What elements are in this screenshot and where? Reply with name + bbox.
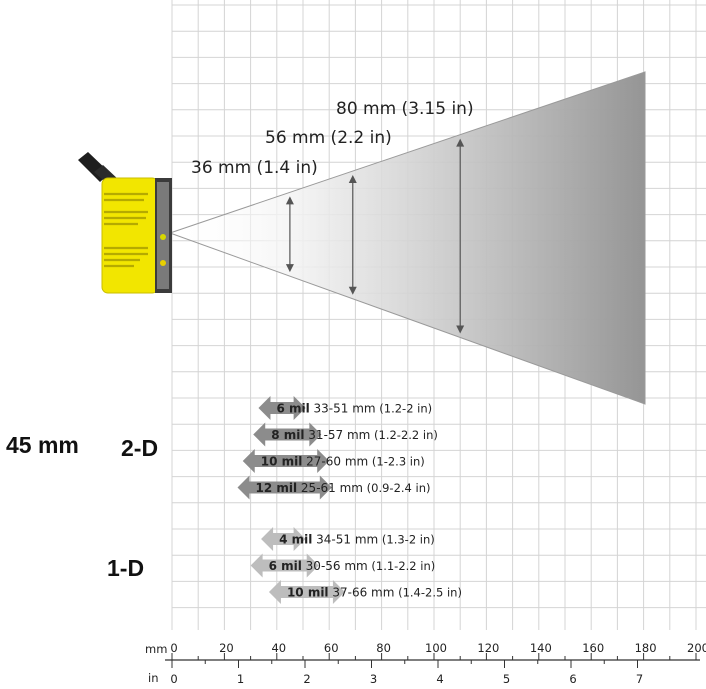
in-tick-label: 6 <box>569 672 576 686</box>
mm-tick-label: 180 <box>635 641 657 655</box>
range-label: 10 mil 27-60 mm (1-2.3 in) <box>261 455 425 469</box>
range-arrow <box>258 396 306 420</box>
in-tick-label: 1 <box>237 672 244 686</box>
range-rows-2d: 6 mil 33-51 mm (1.2-2 in) 8 mil 31-57 mm … <box>237 396 438 500</box>
fov-arrow-3 <box>456 138 465 334</box>
range-row: 6 mil 30-56 mm (1.1-2.2 in) <box>250 553 436 578</box>
range-label: 4 mil 34-51 mm (1.3-2 in) <box>279 533 435 547</box>
fov-arrow-1 <box>285 196 294 273</box>
range-label: 10 mil 37-66 mm (1.4-2.5 in) <box>287 586 462 600</box>
field-of-view-cone <box>168 71 646 405</box>
range-row: 12 mil 25-61 mm (0.9-2.4 in) <box>237 475 431 500</box>
range-label: 6 mil 33-51 mm (1.2-2 in) <box>276 402 432 416</box>
range-arrow <box>268 580 345 604</box>
section-label-2d: 2-D <box>121 435 158 461</box>
in-tick-label: 0 <box>170 672 177 686</box>
range-row: 10 mil 27-60 mm (1-2.3 in) <box>242 449 425 473</box>
range-arrow <box>253 422 322 447</box>
mm-tick-label: 80 <box>376 641 391 655</box>
barcode-reader-icon <box>78 152 172 294</box>
range-rows-1d: 4 mil 34-51 mm (1.3-2 in) 6 mil 30-56 mm … <box>250 527 462 604</box>
range-label: 12 mil 25-61 mm (0.9-2.4 in) <box>256 481 431 495</box>
distance-axes: 0 20 40 60 80 100 120 140 160 180 200 0 1 2 3 4 5 6 7 <box>165 641 706 686</box>
mm-tick-label: 60 <box>324 641 339 655</box>
range-arrow <box>237 475 332 500</box>
fov-label-1: 36 mm (1.4 in) <box>191 158 318 178</box>
range-arrow <box>261 527 306 551</box>
field-of-view-markers <box>285 138 465 334</box>
range-row: 8 mil 31-57 mm (1.2-2.2 in) <box>253 422 438 447</box>
range-arrow <box>242 449 330 473</box>
mm-tick-label: 200 <box>687 641 706 655</box>
mm-tick-label: 140 <box>530 641 552 655</box>
range-row: 10 mil 37-66 mm (1.4-2.5 in) <box>268 580 462 604</box>
in-tick-label: 3 <box>370 672 377 686</box>
mm-tick-label: 160 <box>582 641 604 655</box>
mm-tick-label: 20 <box>219 641 234 655</box>
in-tick-label: 4 <box>436 672 443 686</box>
fov-arrow-2 <box>348 175 357 295</box>
range-label: 8 mil 31-57 mm (1.2-2.2 in) <box>271 428 438 442</box>
in-tick-label: 7 <box>636 672 643 686</box>
section-label-1d: 1-D <box>107 555 144 581</box>
range-label: 6 mil 30-56 mm (1.1-2.2 in) <box>269 559 436 573</box>
range-arrow <box>250 553 319 578</box>
in-tick-label: 5 <box>503 672 510 686</box>
range-row: 6 mil 33-51 mm (1.2-2 in) <box>258 396 432 420</box>
in-tick-label: 2 <box>303 672 310 686</box>
working-distance-label: 45 mm <box>6 432 79 458</box>
mm-tick-label: 0 <box>170 641 177 655</box>
fov-label-2: 56 mm (2.2 in) <box>265 128 392 148</box>
fov-label-3: 80 mm (3.15 in) <box>336 99 474 119</box>
range-row: 4 mil 34-51 mm (1.3-2 in) <box>261 527 435 551</box>
mm-tick-label: 100 <box>425 641 447 655</box>
mm-tick-label: 120 <box>477 641 499 655</box>
mm-tick-label: 40 <box>271 641 286 655</box>
in-axis-unit: in <box>148 671 158 685</box>
mm-axis-unit: mm <box>145 642 167 656</box>
